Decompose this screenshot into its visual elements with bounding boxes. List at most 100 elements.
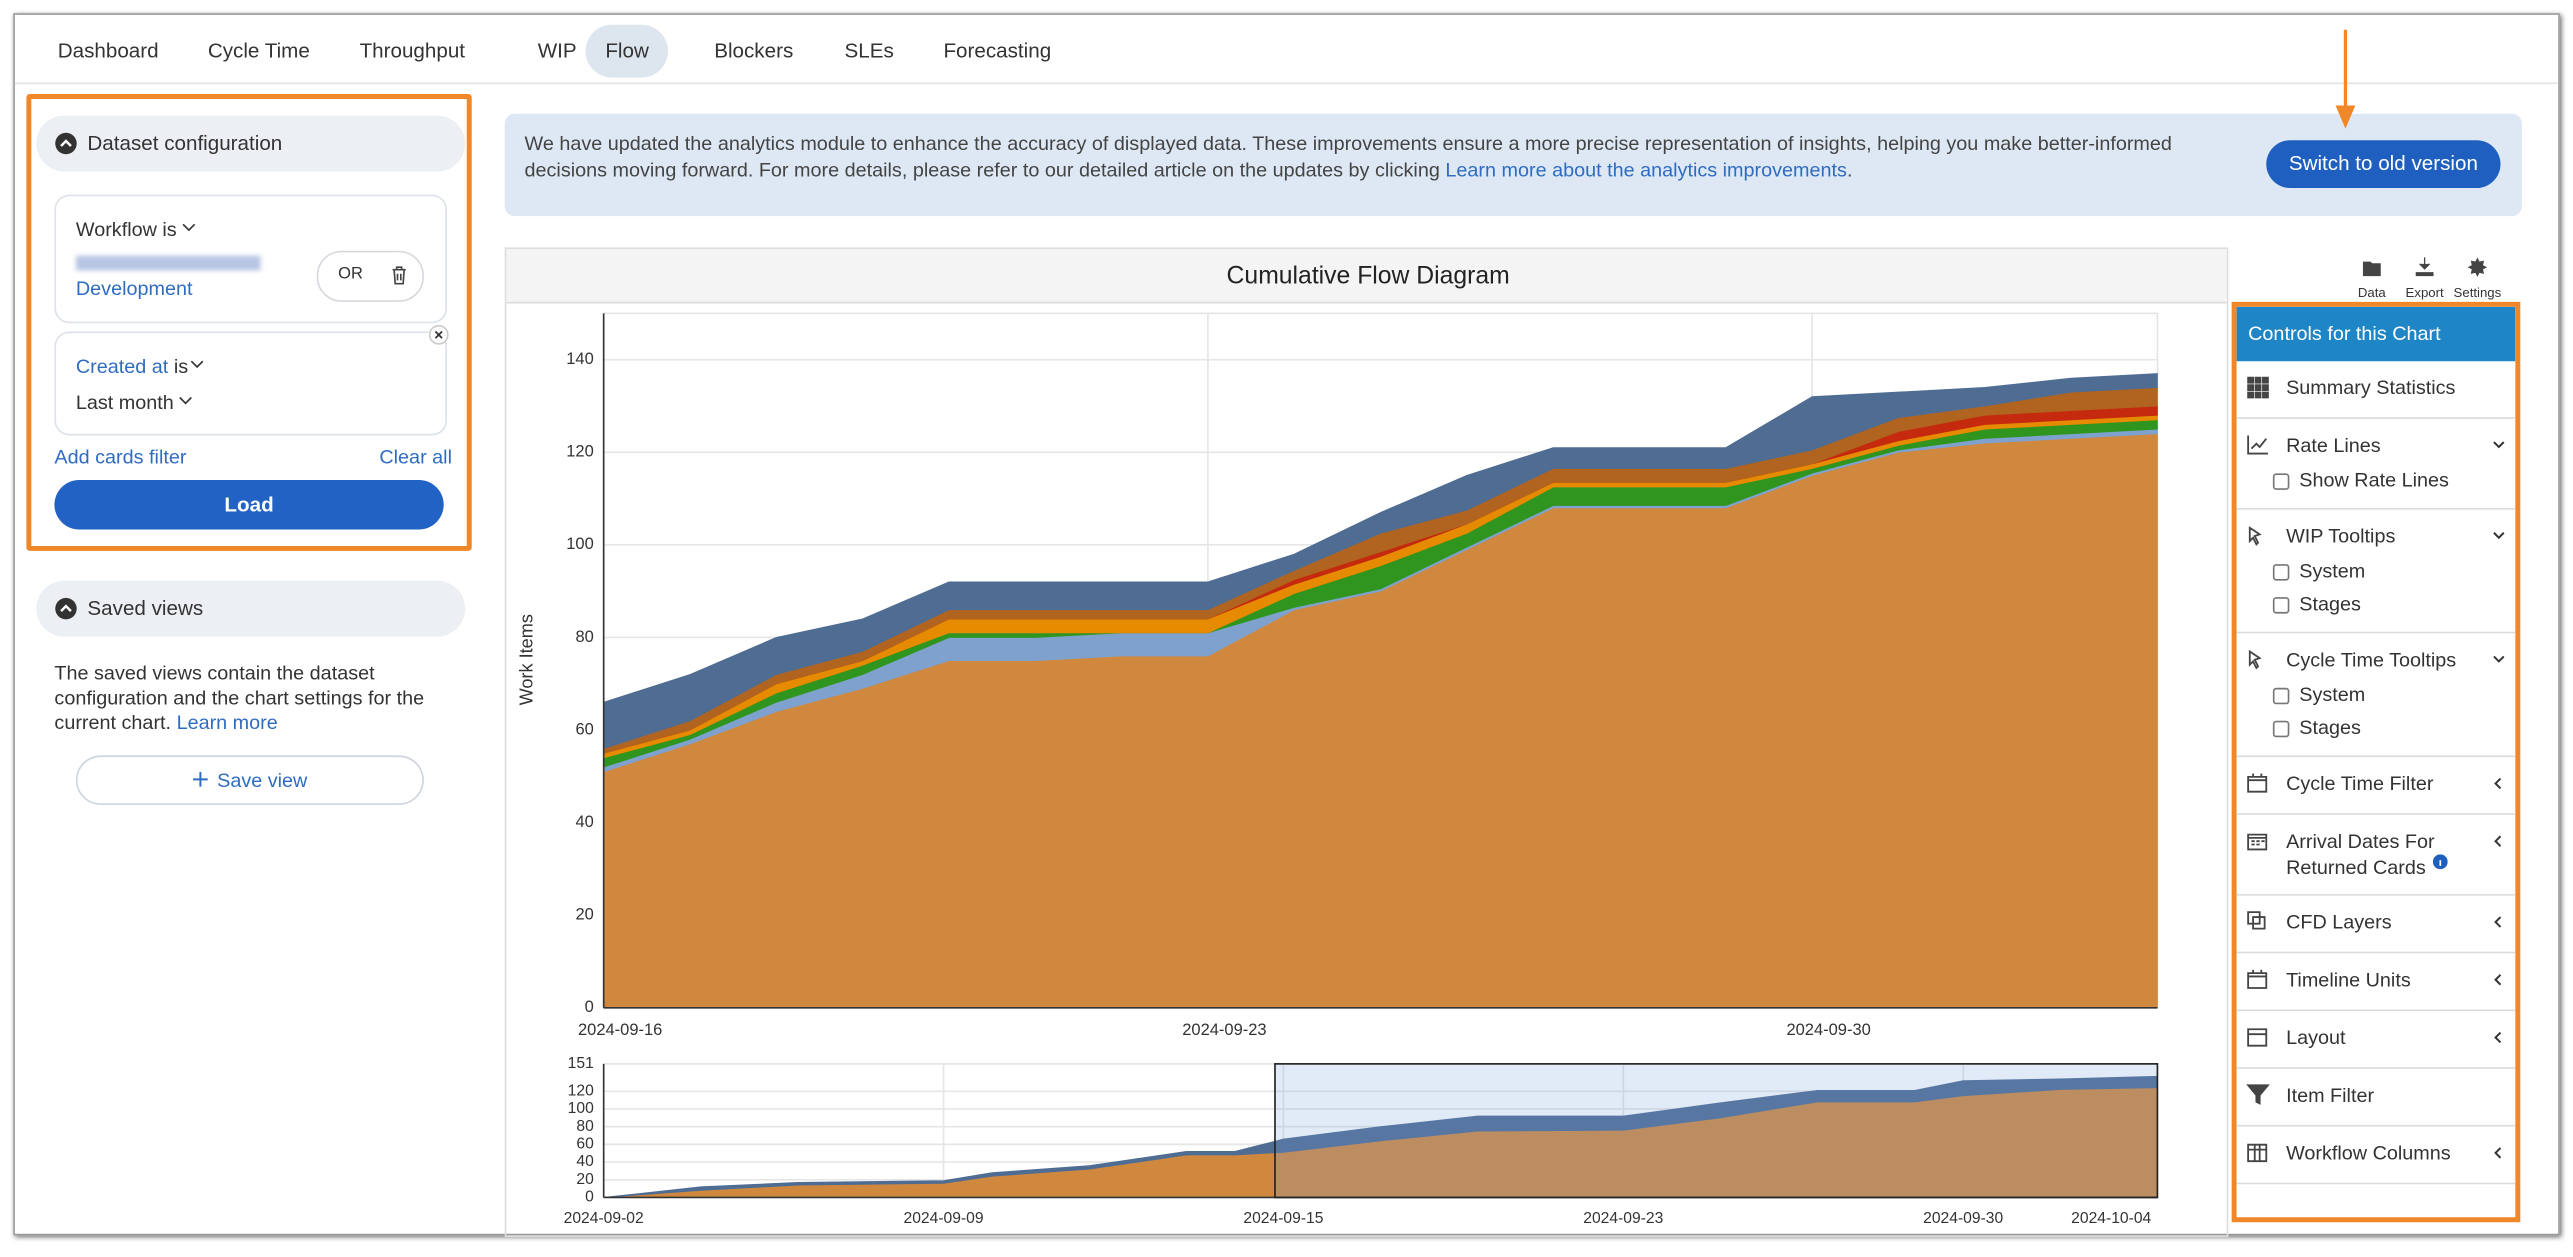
plus-icon [192, 771, 208, 787]
or-button[interactable]: OR [338, 265, 363, 284]
option-label: Stages [2299, 715, 2361, 739]
tab-bar: Dashboard Cycle Time Throughput WIP Flow Bloc… [14, 15, 2559, 85]
option-label: Stages [2299, 592, 2361, 616]
nav-tab[interactable]: Blockers [714, 39, 794, 63]
checkbox-option[interactable]: Stages [2272, 592, 2506, 616]
control-item[interactable]: Workflow Columns [2236, 1127, 2516, 1185]
item-label: Cycle Time Tooltips [2286, 648, 2457, 672]
item-icon [2247, 911, 2266, 930]
control-item[interactable]: Summary Statistics [2236, 361, 2516, 419]
icon-shape [2438, 860, 2441, 866]
checkbox-option[interactable]: Show Rate Lines [2272, 468, 2506, 492]
icon-shape [2248, 649, 2262, 670]
item-label: CFD Layers [2286, 910, 2392, 934]
item-label: Summary Statistics [2286, 376, 2456, 400]
load-button[interactable]: Load [54, 479, 444, 530]
y-tick-label: 120 [566, 443, 594, 461]
chevron [190, 360, 204, 369]
tool-label: Export [2405, 285, 2444, 301]
checkbox-option[interactable]: System [2272, 559, 2506, 583]
x-tick-label: 2024-09-30 [1786, 1021, 1870, 1039]
filter-label[interactable]: Created at is [76, 355, 188, 378]
filter-label[interactable]: Workflow is [75, 217, 177, 241]
control-item[interactable]: CFD Layers [2236, 896, 2516, 954]
control-item[interactable]: Timeline Units [2236, 953, 2516, 1012]
tool-button[interactable]: Data [2345, 256, 2398, 300]
chart-header: Cumulative Flow Diagram Data Export Settin… [506, 249, 2501, 304]
nav-tab[interactable]: SLEs [844, 39, 894, 63]
chevron[interactable] [2492, 777, 2505, 790]
highlight-box [26, 94, 472, 551]
checkbox[interactable] [2272, 720, 2290, 737]
control-item[interactable]: Layout [2236, 1011, 2516, 1069]
remove-filter[interactable] [428, 324, 449, 345]
filter-value[interactable]: Last month [75, 390, 174, 414]
checkbox[interactable] [2272, 473, 2290, 490]
y-tick-label: 20 [576, 1171, 594, 1188]
chevron[interactable] [2492, 439, 2505, 452]
item-label: Cycle Time Filter [2286, 771, 2434, 796]
save-view-button[interactable]: Save view [75, 755, 424, 805]
control-item[interactable]: Rate Lines Show Rate Lines [2236, 419, 2516, 510]
nav-tab[interactable]: Dashboard [57, 39, 159, 63]
nav-tab[interactable]: Throughput [359, 39, 466, 63]
collapse-icon [55, 132, 77, 155]
item-label: Arrival Dates For Returned Cards [2286, 829, 2435, 880]
chevron[interactable] [2492, 915, 2505, 928]
learn-more-link[interactable]: Learn more [176, 710, 278, 734]
item-icon [2247, 376, 2269, 399]
tool-button[interactable]: Export [2398, 256, 2451, 301]
control-item[interactable]: WIP Tooltips System Stages [2236, 510, 2516, 634]
add-filter-link[interactable]: Add cards filter [54, 445, 187, 469]
control-item[interactable]: Item Filter [2236, 1069, 2516, 1127]
item-label: Workflow Columns [2286, 1141, 2451, 1165]
chevron[interactable] [2492, 973, 2505, 986]
notice-link[interactable]: Learn more about the analytics improveme… [1445, 157, 1847, 181]
chevron[interactable] [2492, 653, 2505, 666]
saved-description: The saved views contain the dataset conf… [54, 661, 447, 735]
item-icon [2247, 969, 2268, 989]
checkbox[interactable] [2272, 687, 2290, 705]
checkbox-option[interactable]: Stages [2272, 715, 2506, 739]
icon-shape [2493, 655, 2505, 663]
checkbox-option[interactable]: System [2272, 683, 2506, 706]
control-item[interactable]: Arrival Dates For Returned Cards [2236, 815, 2516, 896]
checkbox[interactable] [2272, 563, 2290, 581]
nav-tab[interactable]: Cycle Time [207, 39, 310, 63]
switch-version-button[interactable]: Switch to old version [2266, 140, 2501, 189]
icon-shape [2247, 773, 2268, 793]
nav-tab[interactable]: WIP [537, 39, 577, 63]
dataset-header[interactable]: Dataset configuration [36, 115, 466, 172]
filter-card: Created at is Last month [54, 331, 447, 436]
icon-shape [2494, 916, 2502, 928]
nav-tab[interactable]: Flow [585, 24, 669, 78]
y-tick-label: 60 [575, 720, 593, 738]
checkbox[interactable] [2272, 596, 2290, 614]
tool-button[interactable]: Settings [2451, 256, 2504, 300]
chevron[interactable] [2492, 835, 2505, 848]
nav-tab[interactable]: Forecasting [943, 39, 1052, 63]
chevron[interactable] [2492, 1146, 2505, 1159]
section-title: Saved views [87, 597, 204, 621]
delete-icon[interactable] [391, 266, 407, 286]
chevron[interactable] [2492, 529, 2505, 542]
chevron [179, 396, 192, 405]
x-tick-label: 2024-09-15 [1243, 1210, 1323, 1227]
control-item[interactable]: Cycle Time Filter [2236, 757, 2516, 815]
icon-shape [2247, 1028, 2268, 1047]
icon-shape [2246, 1084, 2270, 1105]
option-label: System [2299, 559, 2366, 583]
control-item[interactable]: Cycle Time Tooltips System Stages [2236, 633, 2516, 758]
y-tick-label: 20 [575, 906, 593, 924]
icon-shape [2494, 1031, 2502, 1044]
chevron[interactable] [2492, 1031, 2505, 1044]
y-tick-label: 60 [576, 1136, 594, 1153]
saved-header[interactable]: Saved views [36, 580, 466, 637]
clear-link[interactable]: Clear all [379, 445, 452, 469]
filter-field: Created at [75, 354, 169, 378]
x-tick-label: 2024-09-23 [1583, 1210, 1663, 1227]
chart-title: Cumulative Flow Diagram [1226, 262, 1510, 291]
